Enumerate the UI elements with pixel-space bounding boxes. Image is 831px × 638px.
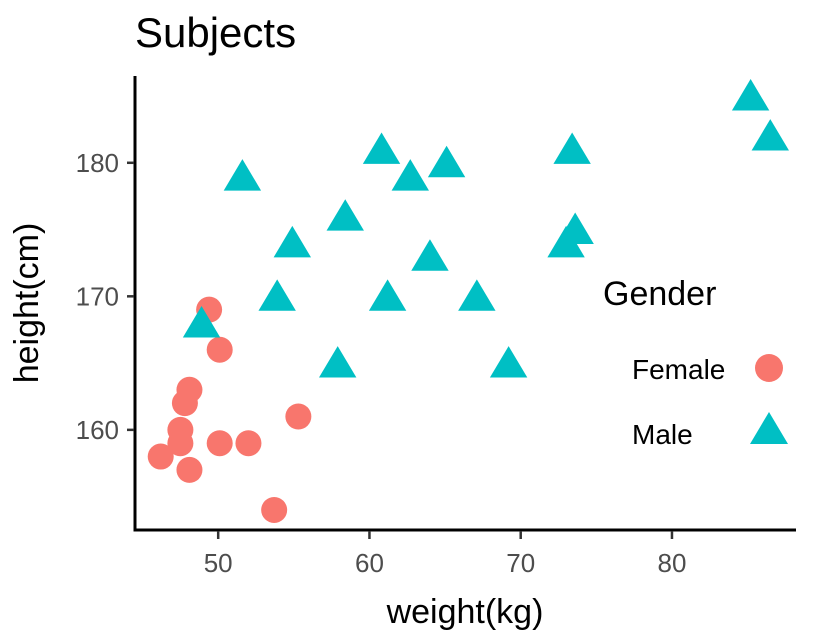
data-point-male bbox=[751, 119, 789, 151]
x-tick-label: 80 bbox=[658, 548, 687, 578]
data-point-female bbox=[235, 430, 262, 457]
legend-label-male: Male bbox=[632, 419, 693, 450]
data-point-female bbox=[285, 403, 312, 430]
data-point-female bbox=[206, 430, 233, 457]
y-tick-label: 160 bbox=[76, 415, 119, 445]
legend-label-female: Female bbox=[632, 354, 725, 385]
x-axis-title: weight(kg) bbox=[386, 593, 544, 631]
data-point-male bbox=[362, 132, 401, 164]
data-point-male bbox=[318, 346, 357, 378]
x-tick-label: 50 bbox=[204, 548, 233, 578]
data-point-male bbox=[411, 239, 449, 271]
data-point-male bbox=[556, 212, 594, 245]
data-point-female bbox=[176, 456, 203, 483]
data-point-male bbox=[427, 145, 466, 178]
data-points bbox=[147, 79, 789, 523]
data-point-male bbox=[458, 279, 496, 311]
y-tick-label: 170 bbox=[76, 281, 119, 311]
x-axis-ticks: 50 60 70 80 bbox=[204, 531, 687, 578]
legend-title: Gender bbox=[603, 275, 716, 313]
x-tick-label: 60 bbox=[355, 548, 384, 578]
y-axis-title: height(cm) bbox=[8, 223, 46, 384]
x-tick-label: 70 bbox=[506, 548, 535, 578]
data-point-male bbox=[489, 346, 528, 378]
data-point-female bbox=[206, 336, 233, 363]
data-point-male bbox=[258, 279, 296, 311]
data-point-male bbox=[731, 79, 770, 111]
data-point-male bbox=[391, 159, 429, 191]
legend-key-male bbox=[750, 412, 788, 444]
data-point-male bbox=[182, 306, 221, 338]
y-tick-label: 180 bbox=[76, 148, 119, 178]
y-axis-ticks: 160 170 180 bbox=[76, 148, 134, 445]
legend: Gender Female Male bbox=[603, 275, 788, 450]
data-point-male bbox=[326, 199, 364, 231]
data-point-female bbox=[147, 443, 174, 470]
data-point-male bbox=[368, 279, 407, 311]
data-point-male bbox=[553, 132, 591, 164]
chart-title: Subjects bbox=[135, 9, 296, 56]
data-point-male bbox=[223, 159, 262, 191]
data-point-female bbox=[176, 376, 203, 403]
legend-key-female bbox=[755, 354, 783, 382]
data-point-female bbox=[167, 430, 194, 457]
data-point-male bbox=[273, 225, 312, 258]
data-point-female bbox=[261, 496, 288, 523]
